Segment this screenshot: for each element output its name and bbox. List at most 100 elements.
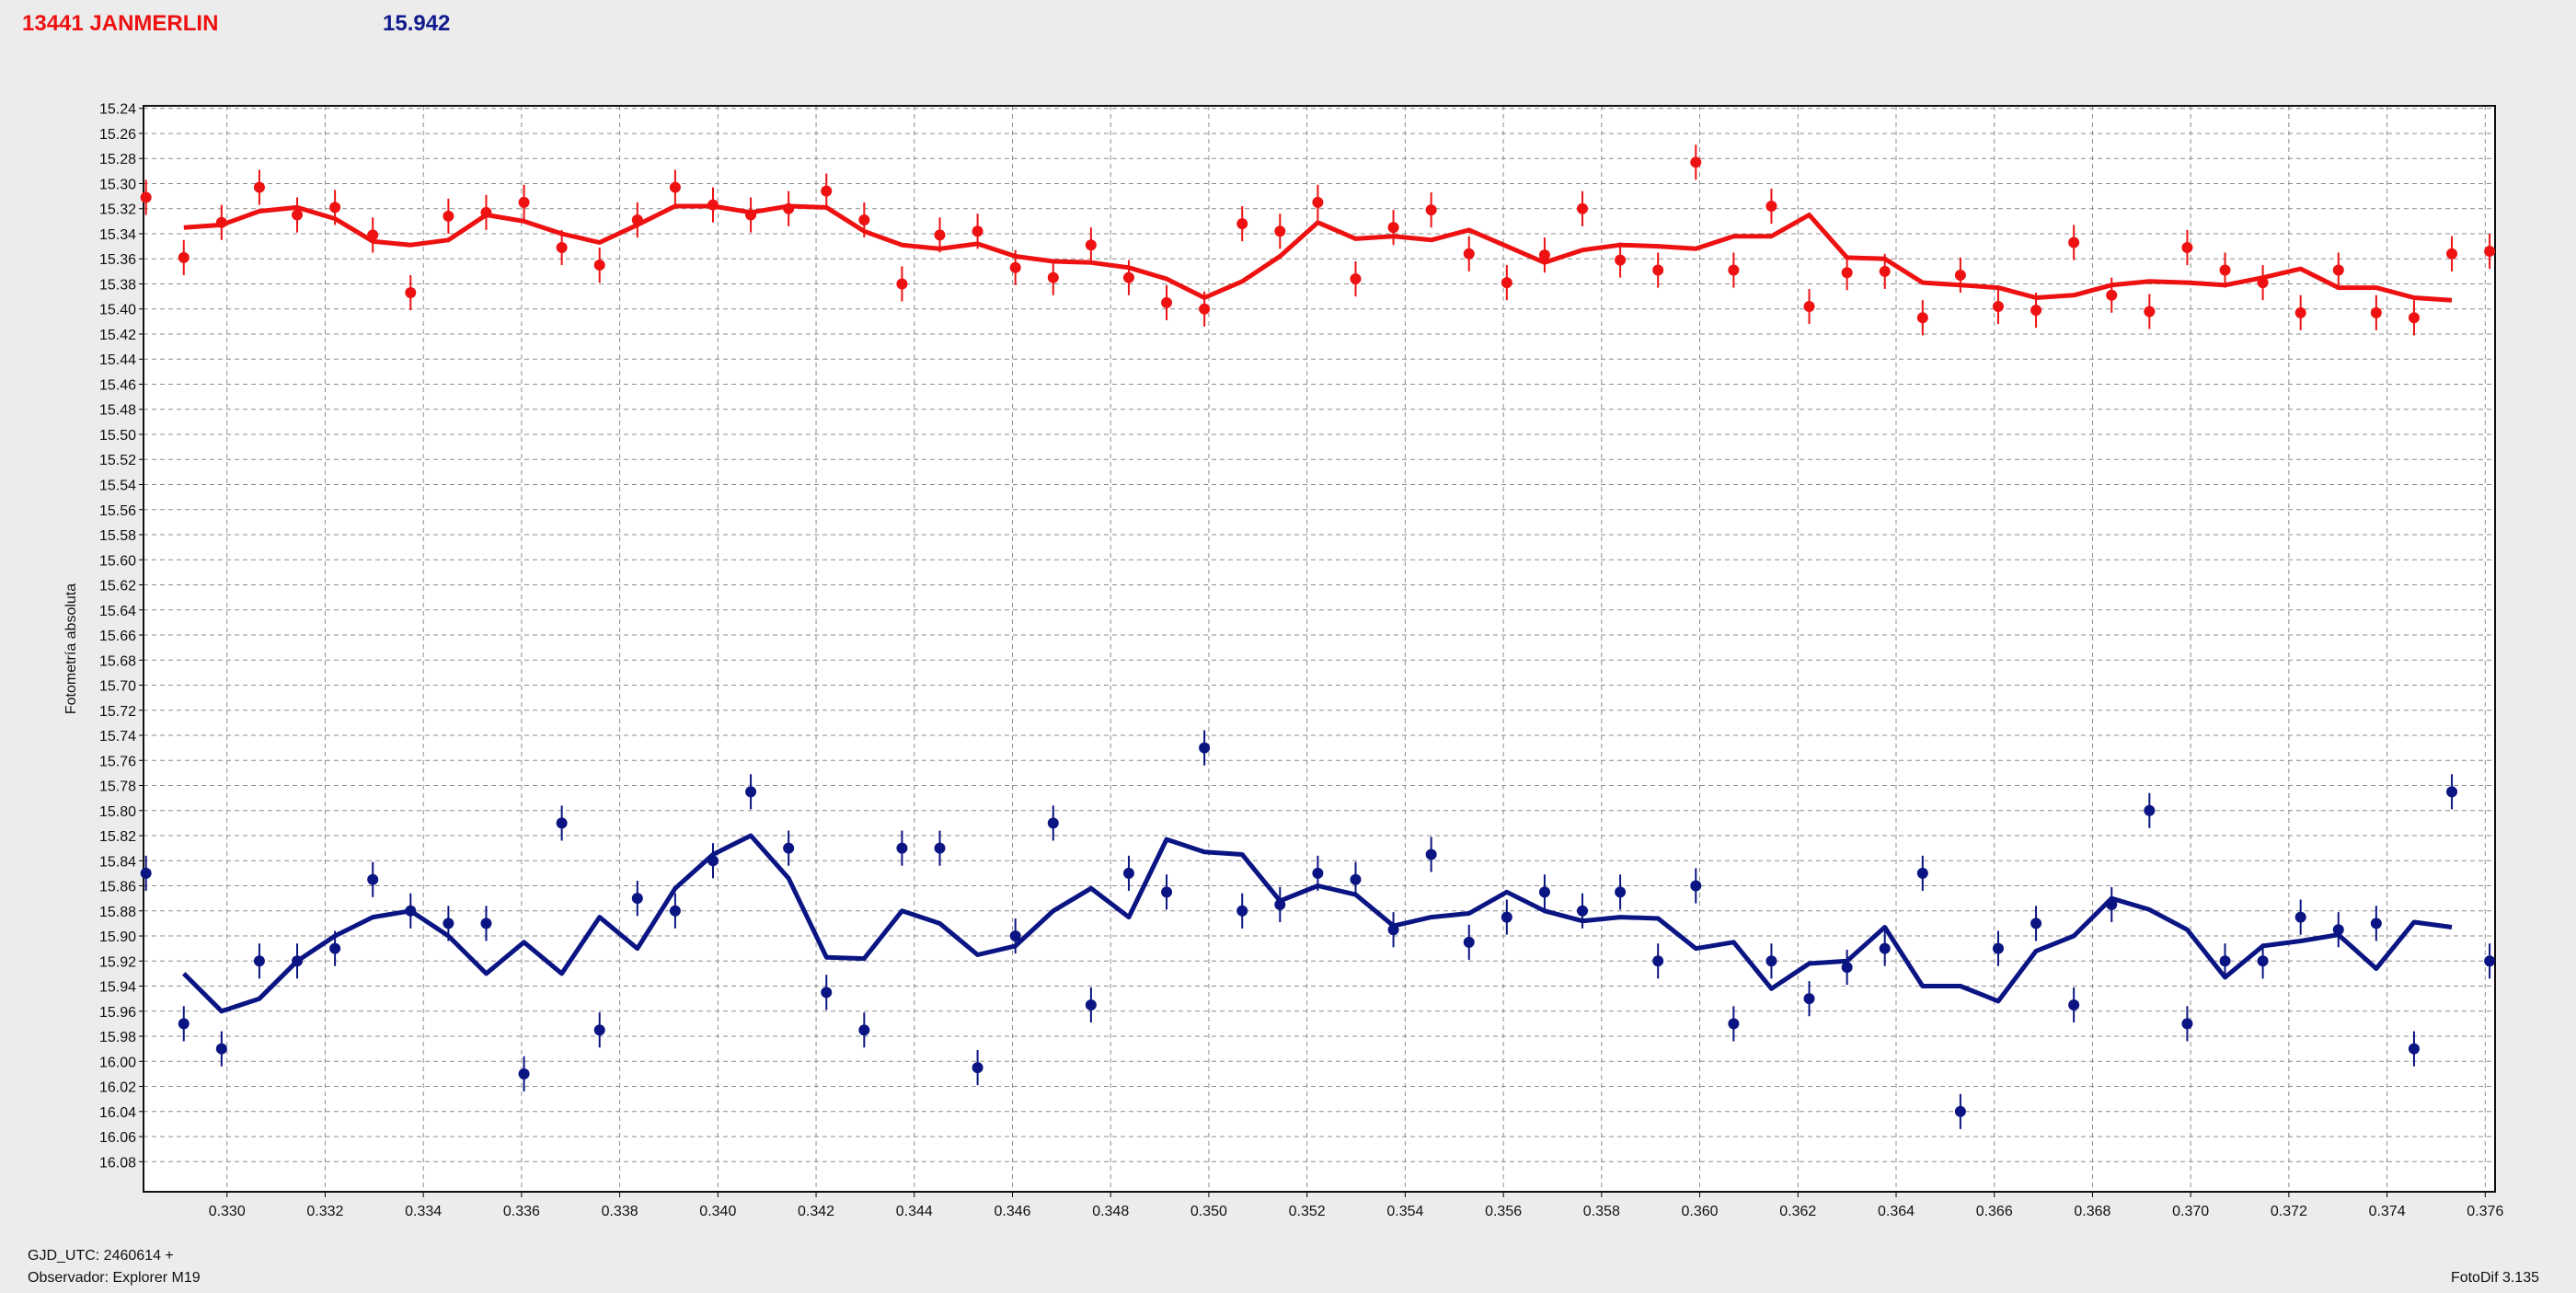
data-point [480, 206, 492, 218]
data-point [2370, 306, 2382, 318]
y-tick-label: 15.72 [99, 704, 136, 720]
data-point [367, 229, 379, 241]
data-point [2408, 1043, 2420, 1055]
data-point [1577, 905, 1589, 917]
y-tick-label: 15.54 [99, 479, 136, 494]
data-point [1047, 271, 1059, 283]
y-tick-label: 15.60 [99, 553, 136, 569]
x-tick-label: 0.352 [1289, 1204, 1326, 1219]
plot-frame [143, 105, 2496, 1193]
gjd-label: GJD_UTC: 2460614 + [28, 1248, 174, 1264]
y-tick-label: 16.04 [99, 1105, 136, 1121]
data-point [783, 842, 795, 854]
data-point [2294, 911, 2306, 923]
y-tick-label: 15.68 [99, 653, 136, 669]
x-tick-label: 0.332 [306, 1204, 343, 1219]
data-point [2446, 786, 2458, 798]
data-point [934, 842, 946, 854]
y-tick-label: 15.74 [99, 729, 136, 745]
data-point [405, 287, 417, 299]
y-tick-label: 15.32 [99, 202, 136, 218]
y-tick-label: 15.48 [99, 403, 136, 419]
data-point [1274, 898, 1286, 910]
plot-area [144, 106, 2495, 1192]
y-tick-label: 15.40 [99, 303, 136, 318]
x-tick-label: 0.346 [994, 1204, 1030, 1219]
data-point [443, 918, 454, 929]
data-point [1236, 905, 1248, 917]
y-tick-label: 15.28 [99, 152, 136, 167]
star-name-label: 13441 JANMERLIN [22, 11, 219, 36]
data-point [1652, 264, 1664, 276]
y-tick-label: 16.02 [99, 1080, 136, 1096]
data-point [2068, 999, 2080, 1010]
data-point [1387, 222, 1399, 234]
x-tick-label: 0.330 [209, 1204, 246, 1219]
y-tick-label: 15.70 [99, 679, 136, 695]
x-tick-label: 0.376 [2467, 1204, 2503, 1219]
data-point [2446, 248, 2458, 260]
x-tick-label: 0.366 [1976, 1204, 2013, 1219]
data-point [1916, 867, 1928, 879]
data-point [1765, 955, 1777, 967]
y-tick-label: 15.34 [99, 227, 136, 243]
data-point [707, 855, 719, 867]
data-point [1690, 156, 1702, 168]
y-tick-label: 15.76 [99, 754, 136, 769]
data-point [2484, 246, 2496, 258]
data-point [556, 817, 568, 829]
data-point [669, 181, 681, 193]
y-tick-label: 15.50 [99, 428, 136, 444]
data-point [2219, 955, 2231, 967]
data-point [1992, 942, 2004, 954]
data-point [1312, 867, 1324, 879]
data-point [2144, 306, 2156, 317]
data-point [2106, 898, 2118, 910]
x-tick-label: 0.358 [1583, 1204, 1620, 1219]
data-point [2332, 924, 2344, 936]
data-point [1350, 273, 1362, 285]
data-point [669, 905, 681, 917]
data-point [1954, 269, 1966, 281]
y-tick-label: 16.06 [99, 1130, 136, 1146]
data-point [972, 1062, 983, 1074]
data-point [1161, 296, 1173, 308]
y-tick-label: 15.64 [99, 604, 136, 619]
data-point [2257, 277, 2269, 289]
data-point [1690, 880, 1702, 892]
data-point [2030, 305, 2042, 317]
data-point [2030, 918, 2042, 929]
y-tick-label: 15.86 [99, 880, 136, 895]
data-point [593, 260, 605, 271]
data-point [2068, 237, 2080, 248]
data-point [1879, 265, 1891, 277]
x-tick-label: 0.348 [1092, 1204, 1129, 1219]
data-point [1577, 202, 1589, 214]
x-tick-label: 0.354 [1386, 1204, 1423, 1219]
y-tick-label: 15.42 [99, 328, 136, 343]
y-tick-label: 15.26 [99, 127, 136, 143]
data-point [631, 893, 643, 905]
y-tick-label: 16.00 [99, 1055, 136, 1070]
x-tick-label: 0.336 [503, 1204, 540, 1219]
data-point [707, 199, 719, 211]
x-tick-label: 0.340 [699, 1204, 736, 1219]
data-point [2484, 955, 2496, 967]
x-tick-label: 0.356 [1485, 1204, 1522, 1219]
data-point [783, 202, 795, 214]
y-tick-label: 15.82 [99, 829, 136, 845]
data-point [1538, 886, 1550, 898]
data-point [1615, 886, 1627, 898]
data-point [480, 918, 492, 929]
data-point [1009, 261, 1021, 273]
y-tick-label: 15.80 [99, 804, 136, 820]
data-point [858, 1024, 870, 1036]
y-tick-label: 15.62 [99, 579, 136, 595]
version-label: FotoDif 3.135 [2450, 1270, 2539, 1286]
data-point [821, 987, 833, 999]
data-point [1501, 277, 1512, 289]
data-point [140, 191, 152, 203]
x-tick-label: 0.364 [1878, 1204, 1915, 1219]
data-point [1350, 873, 1362, 885]
y-tick-label: 15.30 [99, 177, 136, 192]
